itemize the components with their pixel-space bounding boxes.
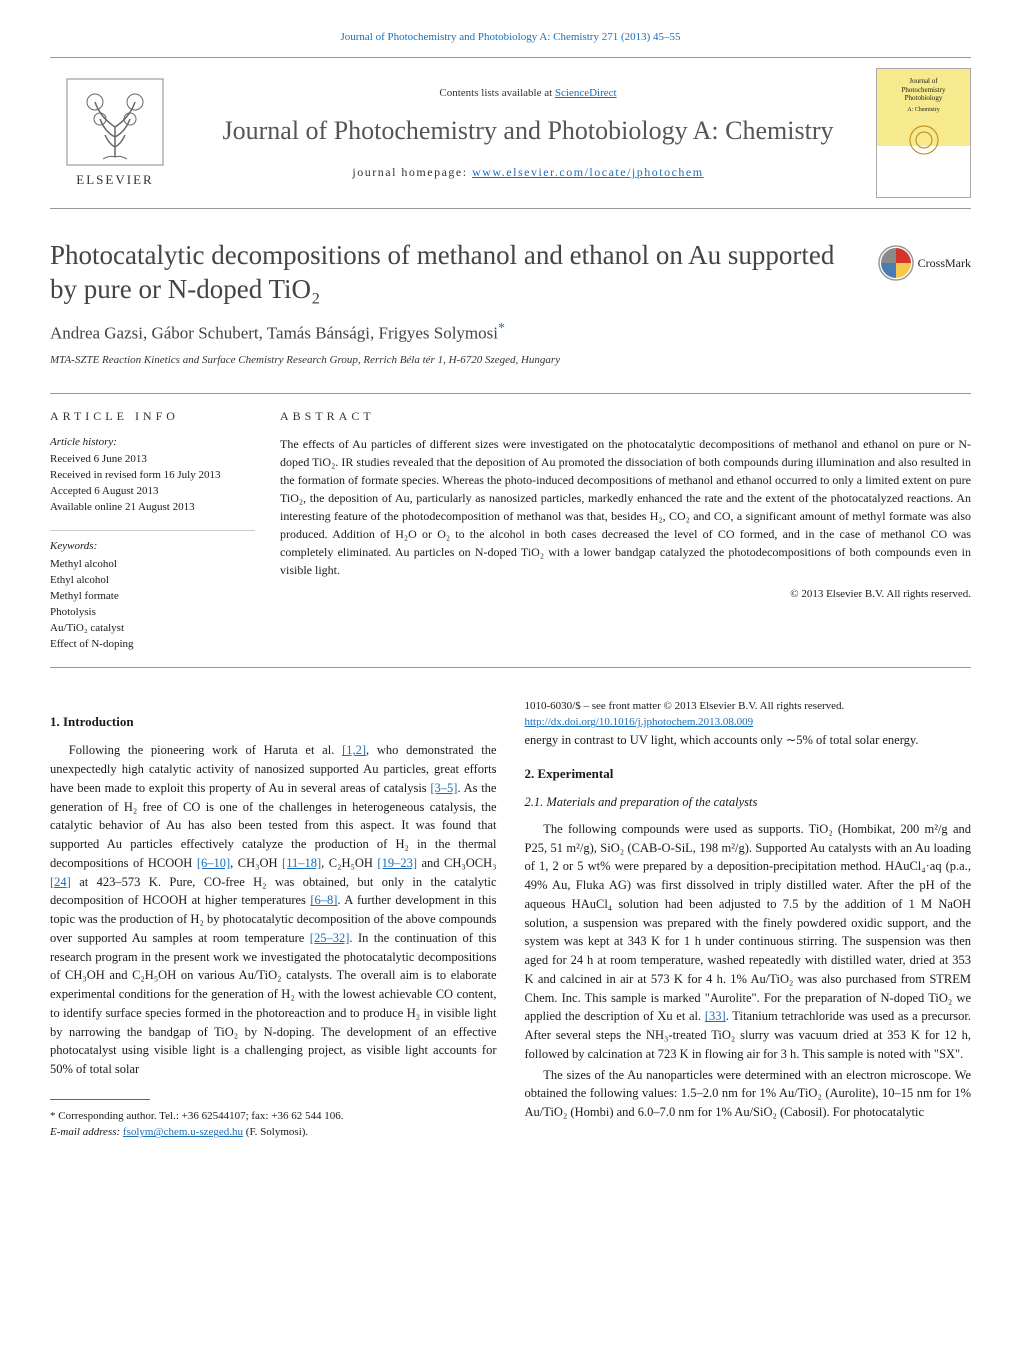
homepage-label: journal homepage: xyxy=(352,165,472,179)
abstract-head: ABSTRACT xyxy=(280,408,971,425)
crossmark-icon xyxy=(878,245,914,281)
doi-block: 1010-6030/$ – see front matter © 2013 El… xyxy=(525,698,972,731)
corresp-marker: * xyxy=(498,321,505,336)
history-label: Article history: xyxy=(50,435,255,451)
citation-link[interactable]: [33] xyxy=(705,1009,726,1023)
intro-paragraph: Following the pioneering work of Haruta … xyxy=(50,741,497,1079)
authors: Andrea Gazsi, Gábor Schubert, Tamás Báns… xyxy=(50,319,971,345)
corresponding-footnote: * Corresponding author. Tel.: +36 625441… xyxy=(50,1108,497,1141)
masthead-center: Contents lists available at ScienceDirec… xyxy=(180,86,876,181)
keyword: Methyl formate xyxy=(50,589,255,605)
keyword: Ethyl alcohol xyxy=(50,573,255,589)
body-columns: 1. Introduction Following the pioneering… xyxy=(50,698,971,1141)
section-intro-head: 1. Introduction xyxy=(50,712,497,732)
cover-line: Photochemistry xyxy=(902,86,946,94)
author-list: Andrea Gazsi, Gábor Schubert, Tamás Báns… xyxy=(50,324,498,343)
issn-line: 1010-6030/$ – see front matter © 2013 El… xyxy=(525,698,972,715)
text: Following the pioneering work of Haruta … xyxy=(69,743,342,757)
contents-prefix: Contents lists available at xyxy=(439,87,554,99)
keyword: Au/TiO₂ catalyst xyxy=(50,621,255,637)
keywords-label: Keywords: xyxy=(50,539,255,555)
article-info-head: ARTICLE INFO xyxy=(50,408,255,425)
contents-line: Contents lists available at ScienceDirec… xyxy=(195,86,861,101)
history-accepted: Accepted 6 August 2013 xyxy=(50,484,255,500)
citation-link[interactable]: [11–18] xyxy=(282,856,321,870)
citation-link[interactable]: [3–5] xyxy=(430,781,457,795)
meta-row: ARTICLE INFO Article history: Received 6… xyxy=(50,393,971,668)
email-who: (F. Solymosi). xyxy=(243,1126,308,1138)
abstract-block: ABSTRACT The effects of Au particles of … xyxy=(280,408,971,653)
history-online: Available online 21 August 2013 xyxy=(50,500,255,516)
publisher-name: ELSEVIER xyxy=(76,171,153,189)
journal-cover-thumb: Journal of Photochemistry Photobiology A… xyxy=(876,68,971,198)
text: , CH₃OH xyxy=(230,856,282,870)
elsevier-tree-icon xyxy=(65,77,165,167)
text: The following compounds were used as sup… xyxy=(525,822,972,1024)
homepage-link[interactable]: www.elsevier.com/locate/jphotochem xyxy=(472,165,704,179)
crossmark-badge[interactable]: CrossMark xyxy=(878,245,971,281)
exp-paragraph: The following compounds were used as sup… xyxy=(525,820,972,1064)
citation-link[interactable]: [24] xyxy=(50,875,71,889)
subsection-materials-head: 2.1. Materials and preparation of the ca… xyxy=(525,793,972,812)
text: and CH₃OCH₃ xyxy=(417,856,497,870)
abstract-copyright: © 2013 Elsevier B.V. All rights reserved… xyxy=(280,587,971,602)
email-link[interactable]: fsolym@chem.u-szeged.hu xyxy=(123,1126,243,1138)
keyword: Methyl alcohol xyxy=(50,557,255,573)
publisher-logo: ELSEVIER xyxy=(50,68,180,198)
text: , C₂H₅OH xyxy=(321,856,377,870)
abstract-text: The effects of Au particles of different… xyxy=(280,435,971,579)
email-label: E-mail address: xyxy=(50,1126,123,1138)
exp-paragraph: The sizes of the Au nanoparticles were d… xyxy=(525,1066,972,1122)
cover-line: Journal of xyxy=(909,77,937,85)
keyword: Photolysis xyxy=(50,605,255,621)
sciencedirect-link[interactable]: ScienceDirect xyxy=(555,87,617,99)
affiliation: MTA-SZTE Reaction Kinetics and Surface C… xyxy=(50,353,971,368)
citation-link[interactable]: [1,2] xyxy=(342,743,366,757)
journal-homepage: journal homepage: www.elsevier.com/locat… xyxy=(195,164,861,181)
citation-link[interactable]: [19–23] xyxy=(377,856,417,870)
citation-link[interactable]: [6–8] xyxy=(310,893,337,907)
history-received: Received 6 June 2013 xyxy=(50,452,255,468)
intro-continuation: energy in contrast to UV light, which ac… xyxy=(525,731,972,750)
section-experimental-head: 2. Experimental xyxy=(525,764,972,784)
history-revised: Received in revised form 16 July 2013 xyxy=(50,468,255,484)
crossmark-label: CrossMark xyxy=(918,255,971,272)
title-row: Photocatalytic decompositions of methano… xyxy=(50,239,971,307)
cover-line: Photobiology xyxy=(905,94,943,102)
running-head: Journal of Photochemistry and Photobiolo… xyxy=(50,30,971,45)
footnote-rule xyxy=(50,1099,150,1100)
citation-link[interactable]: [6–10] xyxy=(197,856,230,870)
keyword: Effect of N-doping xyxy=(50,637,255,653)
corresp-text: * Corresponding author. Tel.: +36 625441… xyxy=(50,1108,497,1125)
cover-line: A: Chemistry xyxy=(907,107,940,114)
masthead: ELSEVIER Contents lists available at Sci… xyxy=(50,57,971,209)
doi-link[interactable]: http://dx.doi.org/10.1016/j.jphotochem.2… xyxy=(525,716,754,728)
citation-link[interactable]: [25–32] xyxy=(310,931,350,945)
journal-title: Journal of Photochemistry and Photobiolo… xyxy=(195,113,861,149)
article-info: ARTICLE INFO Article history: Received 6… xyxy=(50,408,280,653)
article-title: Photocatalytic decompositions of methano… xyxy=(50,239,858,307)
text: . In the continuation of this research p… xyxy=(50,931,497,1076)
keywords-block: Keywords: Methyl alcohol Ethyl alcohol M… xyxy=(50,530,255,653)
cover-graphic-icon xyxy=(904,120,944,160)
